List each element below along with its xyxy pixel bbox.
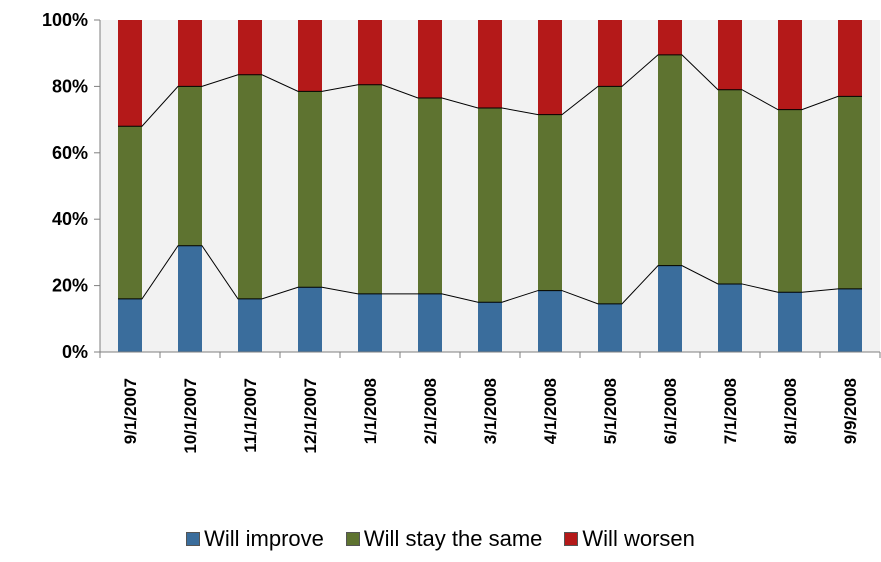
bar-will-stay-the-same [658, 54, 682, 266]
bar-will-improve [298, 287, 322, 352]
bar-will-worsen [358, 20, 382, 85]
bar-will-improve [598, 303, 622, 352]
bar-will-worsen [598, 20, 622, 87]
x-tick-label: 8/1/2008 [781, 378, 800, 444]
x-tick-label: 5/1/2008 [601, 378, 620, 444]
series-line [118, 245, 862, 305]
bar-will-stay-the-same [538, 114, 562, 291]
bar-will-worsen [778, 20, 802, 110]
y-tick-label: 60% [52, 143, 88, 163]
x-tick-label: 6/1/2008 [661, 378, 680, 444]
bar-will-improve [538, 290, 562, 352]
bar-will-stay-the-same [358, 84, 382, 294]
bar-will-stay-the-same [778, 109, 802, 293]
series-line [118, 54, 862, 127]
legend-item: Will improve [186, 526, 324, 552]
bar-will-stay-the-same [838, 96, 862, 289]
bar-will-stay-the-same [298, 91, 322, 288]
x-tick-label: 11/1/2007 [241, 378, 260, 453]
bar-will-improve [358, 293, 382, 352]
bar-will-improve [658, 265, 682, 352]
y-tick-label: 100% [42, 10, 88, 30]
legend: Will improve Will stay the same Will worse… [0, 526, 881, 552]
legend-label: Will stay the same [363, 526, 543, 551]
y-tick-label: 0% [62, 342, 88, 362]
bar-will-stay-the-same [238, 74, 262, 299]
bar-will-improve [238, 298, 262, 352]
bar-will-stay-the-same [118, 126, 142, 299]
bar-will-stay-the-same [598, 86, 622, 304]
bar-will-improve [178, 245, 202, 352]
bar-will-improve [118, 298, 142, 352]
bar-will-worsen [118, 20, 142, 127]
bar-will-improve [838, 288, 862, 352]
x-tick-label: 4/1/2008 [541, 378, 560, 444]
y-tick-label: 40% [52, 209, 88, 229]
legend-swatch [564, 532, 579, 546]
bar-will-worsen [838, 20, 862, 97]
legend-item: Will worsen [564, 526, 695, 552]
x-tick-label: 12/1/2007 [301, 378, 320, 454]
x-tick-label: 3/1/2008 [481, 378, 500, 444]
bar-will-improve [778, 292, 802, 352]
bar-will-worsen [658, 20, 682, 55]
bar-will-worsen [238, 20, 262, 75]
y-tick-label: 20% [52, 276, 88, 296]
x-tick-label: 7/1/2008 [721, 378, 740, 444]
x-tick-label: 10/1/2007 [181, 378, 200, 454]
x-tick-label: 1/1/2008 [361, 378, 380, 444]
x-tick-label: 9/1/2007 [121, 378, 140, 444]
bar-will-worsen [538, 20, 562, 115]
bar-will-stay-the-same [418, 98, 442, 294]
bar-will-worsen [718, 20, 742, 90]
legend-label: Will improve [204, 526, 324, 551]
y-tick-label: 80% [52, 76, 88, 96]
legend-label: Will worsen [582, 526, 695, 551]
stacked-bar-chart: 0% 20% 40% 60% 80% 100% 9/1/2007 10/1/2007 11/1… [42, 10, 881, 454]
bar-will-worsen [478, 20, 502, 108]
x-tick-label: 9/9/2008 [841, 378, 860, 444]
bar-will-improve [418, 293, 442, 352]
legend-item: Will stay the same [345, 526, 543, 552]
legend-swatch [345, 532, 360, 546]
x-tick-label: 2/1/2008 [421, 378, 440, 444]
bar-will-worsen [298, 20, 322, 92]
bar-will-stay-the-same [478, 107, 502, 303]
bar-will-stay-the-same [178, 86, 202, 246]
bar-will-improve [478, 302, 502, 352]
bar-will-improve [718, 283, 742, 352]
legend-swatch [186, 532, 201, 546]
bar-will-stay-the-same [718, 89, 742, 284]
bar-will-worsen [418, 20, 442, 99]
bar-will-worsen [178, 20, 202, 87]
